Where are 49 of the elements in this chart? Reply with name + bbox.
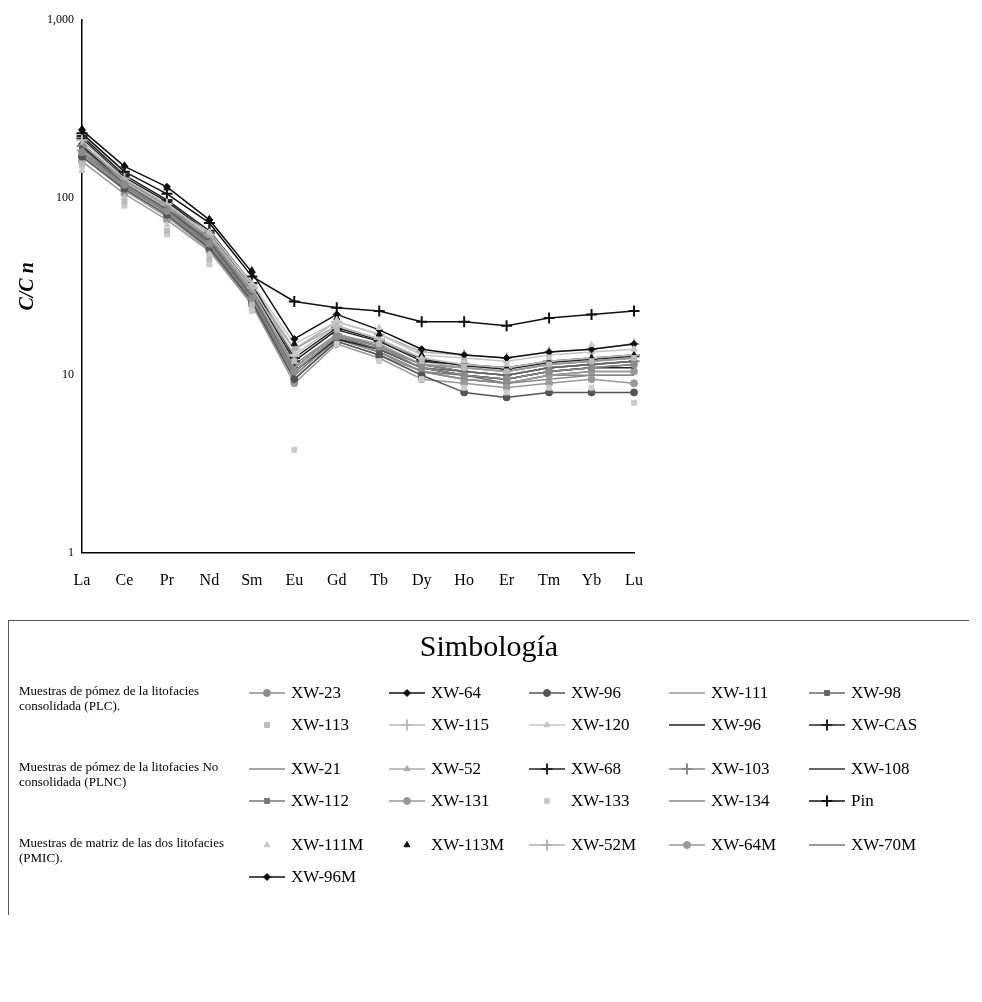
legend-label: XW-64 bbox=[431, 683, 482, 703]
legend-label: Pin bbox=[851, 791, 874, 811]
legend-label: XW-96 bbox=[711, 715, 762, 735]
legend-label: XW-23 bbox=[291, 683, 342, 703]
x-tick-label: La bbox=[73, 570, 91, 588]
legend-label: XW-64M bbox=[711, 835, 777, 855]
x-tick-label: Gd bbox=[326, 570, 347, 588]
x-tick-label: Lu bbox=[625, 570, 643, 588]
text: Muestras de pómez de la litofacies No consolidada (PLNC) bbox=[19, 758, 220, 789]
legend-label: XW-120 bbox=[571, 715, 630, 735]
y-axis-title: C/C n bbox=[15, 262, 38, 311]
text: Muestras de matriz de las dos litofacies (PMIC). bbox=[19, 834, 226, 865]
x-tick-label: Sm bbox=[241, 570, 264, 588]
legend-label: XW-111M bbox=[291, 835, 364, 855]
x-tick-label: Tb bbox=[370, 570, 389, 588]
y-tick-label: 1,000 bbox=[47, 12, 74, 27]
x-tick-label: Ho bbox=[454, 570, 474, 588]
legend-label: XW-70M bbox=[851, 835, 917, 855]
x-tick-label: Tm bbox=[537, 570, 561, 588]
legend-title: Simbología bbox=[418, 629, 560, 663]
legend-label: XW-52 bbox=[431, 759, 482, 779]
legend-label: XW-131 bbox=[431, 791, 490, 811]
legend-label: XW-113 bbox=[291, 715, 349, 735]
text: Muestras de pómez de la litofacies consolidada (PLC). bbox=[19, 682, 201, 713]
x-tick-label: Yb bbox=[581, 570, 602, 588]
legend-label: XW-115 bbox=[431, 715, 489, 735]
legend-label: XW-96M bbox=[291, 867, 357, 887]
legend-label: XW-52M bbox=[571, 835, 637, 855]
x-tick-label: Er bbox=[499, 570, 515, 588]
y-tick-label: 1 bbox=[68, 544, 74, 559]
legend-label: XW-111 bbox=[711, 683, 769, 703]
legend-label: XW-21 bbox=[291, 759, 342, 779]
x-tick-label: Dy bbox=[411, 570, 432, 589]
legend-label: XW-112 bbox=[291, 791, 349, 811]
legend-label: XW-133 bbox=[571, 791, 630, 811]
x-tick-label: Eu bbox=[285, 570, 304, 588]
legend-label: XW-134 bbox=[711, 791, 770, 811]
x-tick-label: Nd bbox=[199, 570, 220, 588]
legend-label: XW-113M bbox=[431, 835, 505, 855]
legend-label: XW-68 bbox=[571, 759, 622, 779]
legend-label: XW-96 bbox=[571, 683, 622, 703]
legend-label: XW-103 bbox=[711, 759, 770, 779]
x-tick-label: Pr bbox=[159, 570, 175, 588]
y-tick-label: 100 bbox=[56, 189, 74, 204]
x-tick-label: Ce bbox=[115, 570, 134, 588]
legend-label: XW-CAS bbox=[851, 715, 918, 735]
legend-label: XW-108 bbox=[851, 759, 910, 779]
y-tick-label: 10 bbox=[62, 367, 74, 382]
legend-label: XW-98 bbox=[851, 683, 902, 703]
